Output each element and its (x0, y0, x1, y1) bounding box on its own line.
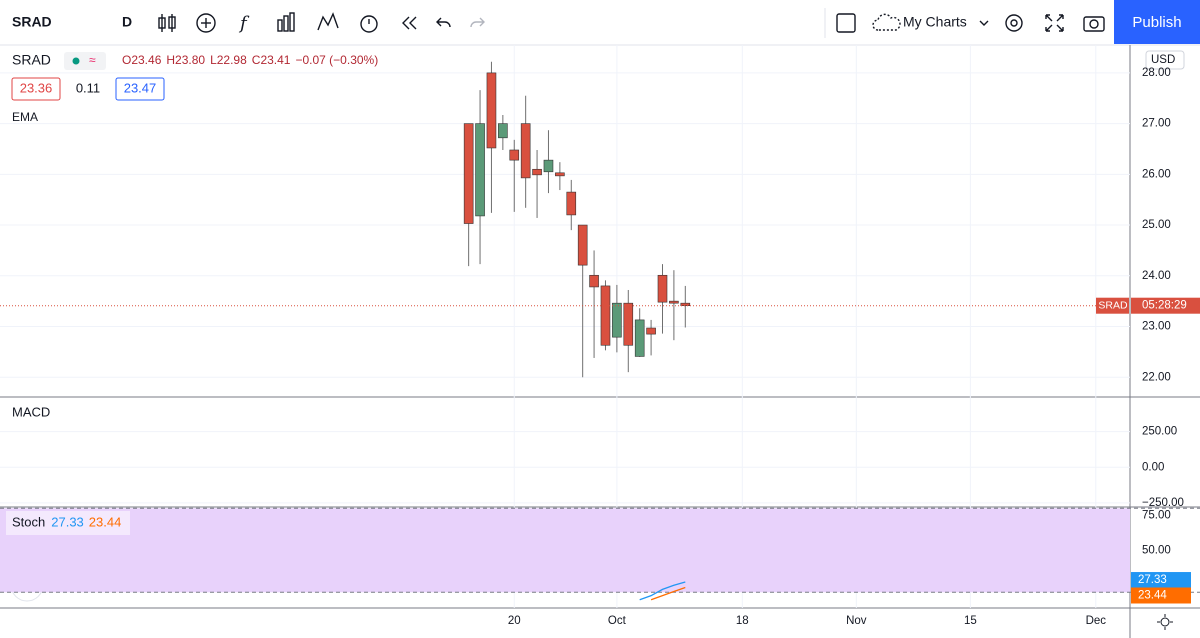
cloud-icon (872, 13, 901, 31)
candle-body (498, 123, 508, 139)
x-tick-label: 15 (964, 615, 977, 627)
ema-value: 0.11 (76, 80, 100, 95)
label-box (1131, 572, 1191, 589)
legend-ohlc: C23.41 (252, 53, 291, 67)
candle-body (669, 300, 679, 304)
fullscreen-icon[interactable] (1045, 14, 1064, 32)
legend-ohlc: L22.98 (210, 53, 247, 67)
y-tick-label: 28.00 (1142, 67, 1171, 79)
time-settings-icon[interactable] (1157, 614, 1173, 630)
settings-icon[interactable] (1005, 14, 1023, 32)
status-wave: ≈ (89, 53, 96, 67)
x-tick-label: Dec (1086, 615, 1107, 627)
candle-body (589, 274, 599, 288)
candle-body (566, 191, 577, 216)
replay-icon[interactable] (402, 16, 410, 30)
candle-body (463, 123, 474, 224)
toolbar (0, 0, 1200, 45)
y-tick-label: 22.00 (1142, 371, 1171, 383)
currency-button[interactable] (1145, 50, 1185, 70)
x-tick-label: 20 (508, 615, 521, 627)
y-tick-label: 75.00 (1142, 509, 1171, 521)
replay-icon-2 (409, 16, 417, 30)
candle-body (520, 123, 531, 179)
y-tick-label: 26.00 (1142, 168, 1171, 180)
axis-value-badge: 27.33 (1138, 574, 1167, 586)
legend-ohlc: O23.46 (122, 53, 162, 67)
candle-body (657, 274, 668, 303)
candle-body (680, 302, 691, 307)
y-tick-label: 0.00 (1142, 461, 1164, 473)
pane-legend-bg (6, 511, 130, 535)
pane-title: MACD (12, 404, 50, 419)
publish-label[interactable]: Publish (1132, 14, 1181, 31)
legend-status (64, 52, 106, 70)
layout-icon[interactable] (836, 13, 856, 33)
templates-icon[interactable] (277, 12, 295, 32)
alert-chart-icon[interactable] (317, 12, 339, 31)
y-tick-label: 250.00 (1142, 426, 1177, 438)
candle-body (600, 285, 611, 346)
legend-ema: EMA (12, 110, 38, 124)
symbol-button[interactable]: SRAD (12, 14, 52, 30)
candle-body (486, 72, 497, 149)
candle-body (532, 168, 542, 176)
y-tick-label: 23.00 (1142, 321, 1171, 333)
legend-ohlc: −0.07 (−0.30%) (295, 53, 378, 67)
stoch-band (0, 508, 1130, 593)
compare-icon[interactable] (196, 13, 216, 33)
axis-value-badge: 23.44 (1138, 590, 1167, 602)
stoch-line (650, 586, 686, 601)
candle-body (623, 302, 634, 346)
x-tick-label: 18 (736, 615, 749, 627)
alert-icon[interactable] (360, 15, 378, 33)
my-charts-button[interactable]: My Charts (903, 14, 967, 30)
x-tick-label: Oct (608, 615, 627, 627)
last-price-symbol: SRAD (1098, 299, 1128, 311)
y-tick-label: 50.00 (1142, 544, 1171, 556)
legend-ohlc: H23.80 (166, 53, 205, 67)
time-settings-icon-ring (1160, 617, 1170, 627)
y-tick-label: 27.00 (1142, 118, 1171, 130)
ema-value: 23.47 (124, 80, 157, 95)
publish-button[interactable] (1114, 0, 1200, 44)
pane-title: Stoch (12, 514, 45, 529)
y-tick-label: −250.00 (1142, 497, 1184, 509)
candle-body (509, 149, 520, 161)
label-box (115, 77, 165, 101)
candle-body (612, 302, 622, 338)
candle-body (577, 224, 588, 266)
redo-icon[interactable] (470, 17, 485, 28)
undo-icon[interactable] (436, 17, 451, 28)
status-dot (72, 57, 80, 65)
y-tick-label: 25.00 (1142, 219, 1171, 231)
label-box (1096, 297, 1129, 314)
candle-body (475, 123, 485, 217)
legend-symbol: SRAD (12, 52, 51, 68)
label-box (1131, 297, 1200, 314)
pane-value: 23.44 (89, 514, 122, 529)
countdown: 05:28:29 (1142, 300, 1187, 312)
candle-body (634, 319, 645, 357)
chart-type-icon[interactable] (158, 14, 176, 32)
y-tick-label: 24.00 (1142, 270, 1171, 282)
x-tick-label: Nov (846, 615, 867, 627)
ema-value: 23.36 (20, 80, 53, 95)
pane-value: 27.33 (51, 514, 84, 529)
snapshot-icon[interactable] (1083, 16, 1105, 32)
candle-body (555, 172, 565, 177)
candle-body (646, 327, 656, 335)
currency-label[interactable]: USD (1151, 54, 1175, 66)
label-box (11, 77, 61, 101)
dropdown-icon[interactable] (979, 20, 989, 26)
interval-button[interactable]: D (122, 14, 132, 30)
label-box (1131, 587, 1191, 604)
candle-body (543, 159, 554, 173)
stoch-line (639, 581, 686, 601)
